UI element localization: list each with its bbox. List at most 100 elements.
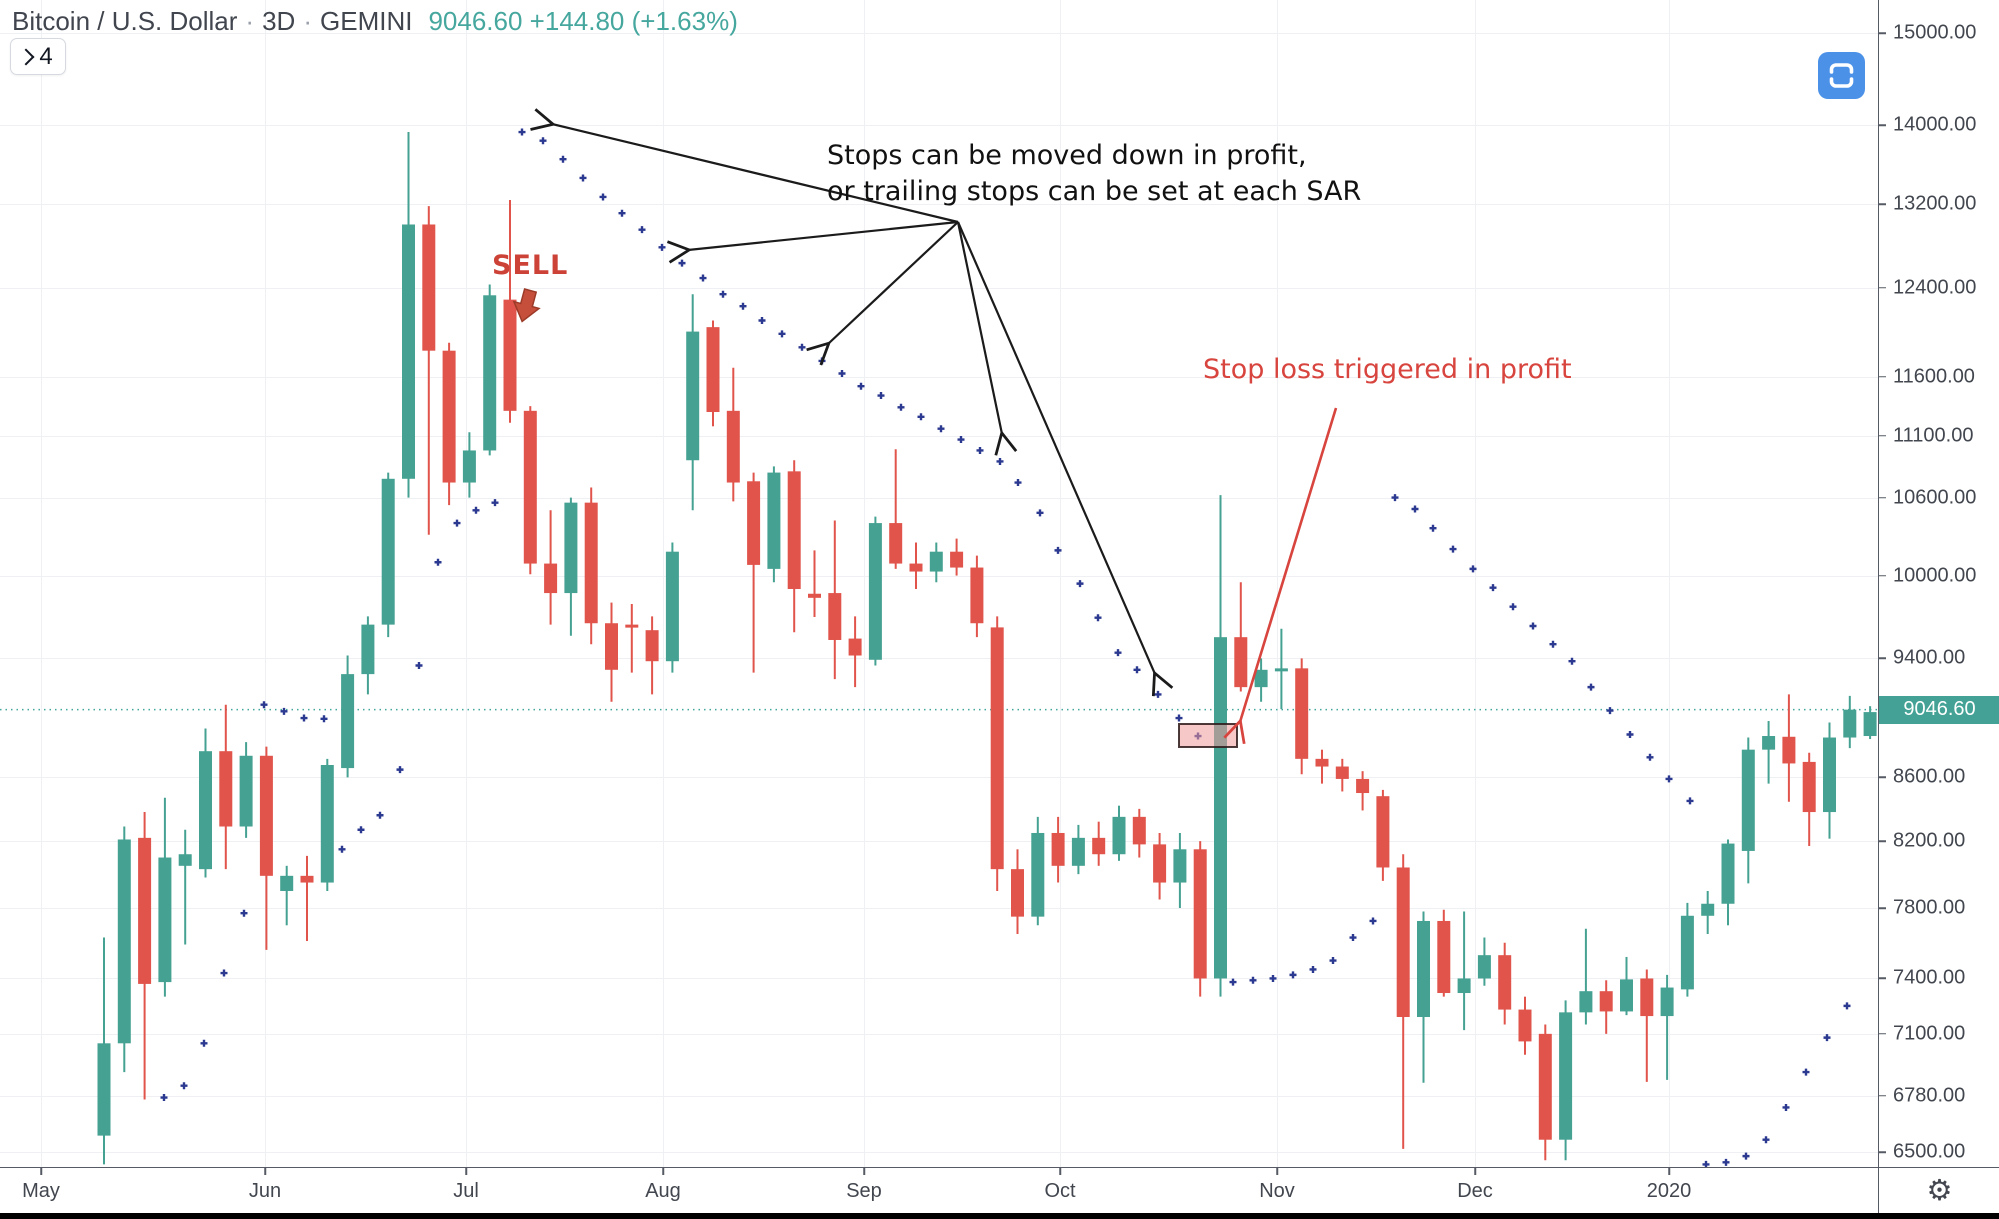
candle-body bbox=[361, 624, 375, 675]
stop-loss-box[interactable] bbox=[1178, 723, 1238, 748]
gridline-vertical bbox=[466, 0, 467, 1167]
price-axis-tick bbox=[1879, 376, 1886, 378]
candle-body bbox=[686, 331, 700, 461]
candle-body bbox=[1051, 832, 1065, 866]
candle-body bbox=[1112, 816, 1126, 855]
candle-body bbox=[787, 471, 801, 590]
gridline-horizontal bbox=[0, 575, 1878, 577]
time-axis-label: Aug bbox=[645, 1180, 681, 1202]
parabolic-sar-dots bbox=[338, 499, 499, 853]
separator-dot: · bbox=[245, 6, 255, 36]
fullscreen-button[interactable] bbox=[1818, 52, 1865, 99]
time-axis-label: Oct bbox=[1044, 1180, 1076, 1202]
candle-body bbox=[341, 674, 355, 769]
candle-body bbox=[483, 295, 497, 451]
candle-body bbox=[1315, 758, 1329, 767]
parabolic-sar-dots bbox=[160, 909, 248, 1102]
candle-body bbox=[645, 630, 659, 662]
candle-body bbox=[767, 472, 781, 569]
candle-body bbox=[1356, 778, 1370, 794]
candle-body bbox=[828, 593, 842, 640]
stops-annotation: Stops can be moved down in profit, or tr… bbox=[827, 138, 1361, 210]
candle-body bbox=[706, 327, 720, 413]
price-change: +144.80 bbox=[529, 6, 625, 36]
candle-body bbox=[199, 751, 212, 870]
annotation-arrow bbox=[688, 220, 959, 250]
gridline-horizontal bbox=[0, 435, 1878, 437]
price-axis-tick bbox=[1879, 124, 1886, 127]
candle-body bbox=[1396, 867, 1410, 1017]
gridline-horizontal bbox=[0, 841, 1878, 843]
gridline-horizontal bbox=[0, 497, 1878, 499]
chevron-right-icon bbox=[17, 48, 35, 65]
candle-body bbox=[625, 624, 639, 628]
gridline-vertical bbox=[864, 0, 865, 1167]
gridline-horizontal bbox=[0, 376, 1878, 378]
price-axis-label: 13200.00 bbox=[1893, 192, 1977, 215]
time-axis-tick bbox=[1276, 1168, 1278, 1175]
candle-body bbox=[1721, 843, 1735, 904]
candle-body bbox=[1437, 920, 1451, 994]
candle-body bbox=[889, 523, 903, 564]
price-axis-label: 6780.00 bbox=[1893, 1084, 1966, 1107]
gridline-horizontal bbox=[0, 1033, 1878, 1035]
annotation-arrow bbox=[552, 124, 959, 224]
sell-arrow-icon bbox=[512, 288, 541, 323]
candlestick-sar-plot bbox=[0, 0, 1878, 1167]
candle-body bbox=[1823, 737, 1836, 813]
candle-body bbox=[1457, 978, 1471, 994]
candle-body bbox=[726, 410, 740, 483]
candle-body bbox=[523, 410, 537, 564]
time-axis-tick bbox=[465, 1168, 467, 1175]
candle-body bbox=[138, 837, 152, 984]
price-axis-tick bbox=[1879, 776, 1886, 779]
time-axis-tick bbox=[40, 1168, 42, 1175]
stops-annotation-line2: or trailing stops can be set at each SAR bbox=[827, 176, 1362, 207]
price-axis-tick bbox=[1879, 1094, 1886, 1097]
chart-canvas[interactable]: Stops can be moved down in profit, or tr… bbox=[0, 0, 1878, 1167]
gridline-vertical bbox=[1060, 0, 1061, 1167]
price-axis-tick bbox=[1879, 657, 1886, 660]
time-axis-label: 2020 bbox=[1646, 1180, 1692, 1202]
bottom-edge-bar bbox=[0, 1213, 1999, 1219]
candle-body bbox=[1031, 832, 1045, 917]
time-axis[interactable]: May Jun Jul Aug Sep Oct Nov Dec 2020 bbox=[0, 1167, 1878, 1214]
price-axis-label: 15000.00 bbox=[1893, 21, 1977, 44]
time-axis-label: Sep bbox=[846, 1180, 882, 1202]
price-axis-label: 7800.00 bbox=[1893, 896, 1966, 919]
price-axis-label: 8200.00 bbox=[1893, 829, 1966, 852]
parabolic-sar-dots bbox=[260, 701, 328, 723]
gear-icon[interactable]: ⚙ bbox=[1926, 1174, 1953, 1207]
time-axis-label: Jun bbox=[248, 1180, 282, 1202]
price-axis-tick bbox=[1879, 1151, 1886, 1153]
candle-body bbox=[1173, 849, 1187, 883]
candle-body bbox=[97, 1043, 111, 1136]
candle-body bbox=[1782, 736, 1796, 764]
candle-body bbox=[1071, 837, 1085, 866]
price-axis-tick bbox=[1879, 286, 1886, 289]
gridline-vertical bbox=[41, 0, 42, 1167]
time-axis-tick bbox=[1668, 1168, 1670, 1175]
time-axis-label: May bbox=[22, 1180, 60, 1202]
candle-body bbox=[1193, 849, 1207, 979]
candle-body bbox=[1498, 955, 1512, 1010]
price-axis[interactable]: 15000.00 14000.00 13200.00 12400.00 11600.00… bbox=[1878, 0, 1999, 1167]
candle-body bbox=[1802, 761, 1816, 813]
price-axis-label: 11600.00 bbox=[1893, 365, 1975, 388]
gridline-vertical bbox=[1669, 0, 1670, 1167]
candle-body bbox=[1214, 637, 1227, 979]
candle-body bbox=[970, 567, 984, 624]
candle-body bbox=[1599, 991, 1613, 1012]
time-axis-tick bbox=[1059, 1168, 1061, 1175]
candle-body bbox=[239, 755, 253, 827]
candle-body bbox=[422, 224, 436, 351]
candle-body bbox=[909, 563, 923, 572]
annotation-arrow bbox=[956, 221, 1002, 434]
price-axis-label: 14000.00 bbox=[1893, 113, 1977, 136]
candle-body bbox=[1092, 837, 1106, 855]
candles-collapse-button[interactable]: 4 bbox=[10, 38, 66, 75]
price-axis-tick bbox=[1879, 435, 1886, 437]
candle-body bbox=[1559, 1012, 1573, 1140]
time-axis-label: Dec bbox=[1457, 1180, 1493, 1202]
time-axis-tick bbox=[662, 1168, 664, 1175]
